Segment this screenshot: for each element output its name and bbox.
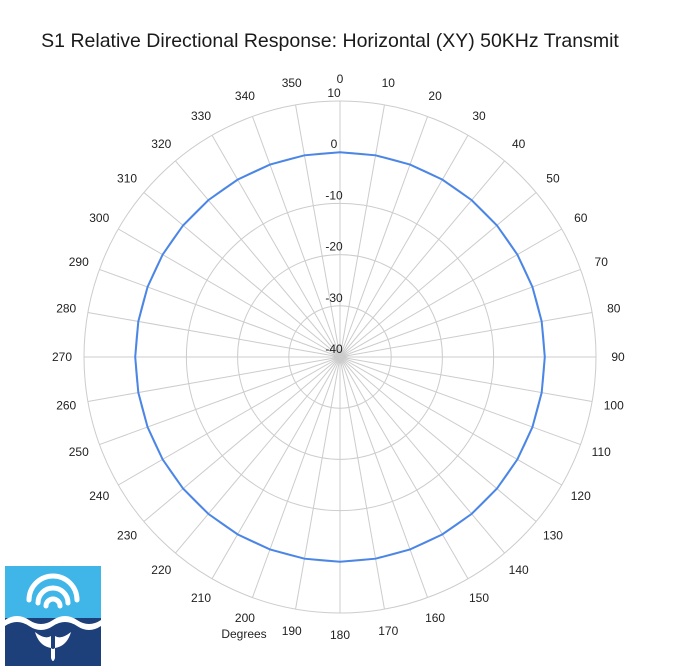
grid-spoke [339,356,505,554]
grid-spoke [295,356,341,610]
angle-tick-label: 140 [509,563,529,577]
angle-tick-label: 210 [191,591,211,605]
grid-spoke [87,356,341,402]
angle-tick-label: 300 [89,211,109,225]
angle-tick-label: 330 [191,109,211,123]
grid-spoke [175,356,341,554]
grid-spoke [339,356,385,610]
angle-tick-label: 150 [469,591,489,605]
grid-spoke [99,356,341,446]
label-layer: 0 102030405060708090100110120130140150160… [52,72,625,642]
grid-spoke [339,356,429,598]
angle-tick-label: 170 [378,624,398,638]
series-layer [134,151,546,563]
angle-tick-label: 180 [330,628,350,642]
angle-tick-label: 110 [592,445,611,459]
angle-tick-label: 120 [571,489,591,503]
angle-tick-label: 340 [235,89,255,103]
grid-spoke [339,104,385,358]
grid-spoke [118,228,341,358]
radial-tick-label: -40 [325,342,343,356]
angle-tick-label: 320 [151,137,171,151]
angle-tick-label: 80 [607,302,621,316]
angle-tick-label: 50 [546,171,560,185]
grid-spoke [339,160,505,358]
chart-title: S1 Relative Directional Response: Horizo… [41,30,619,52]
angle-tick-label: 30 [472,109,486,123]
grid-spoke [339,356,562,486]
grid-spoke [339,192,537,358]
grid-spoke [339,116,429,358]
grid-spoke [251,356,341,598]
polar-grid [83,100,597,614]
sonar-waves-icon [26,573,80,609]
grid-spoke [339,312,593,358]
grid-spoke [339,356,469,579]
grid-spoke [339,356,593,402]
angle-tick-label: 250 [69,445,89,459]
angle-tick-label: 0 [337,72,344,86]
grid-spoke [175,160,341,358]
angle-tick-label: 90 [611,350,625,364]
angle-tick-label: 100 [604,398,624,412]
grid-spoke [143,192,341,358]
grid-spoke [143,356,341,522]
grid-spoke [87,312,341,358]
angle-tick-label: 10 [382,76,396,90]
grid-spoke [99,268,341,358]
angle-tick-label: 240 [89,489,109,503]
angle-tick-label: 40 [512,137,526,151]
grid-spoke [339,268,581,358]
grid-spoke [339,228,562,358]
grid-spoke [295,104,341,358]
company-logo [5,566,101,666]
grid-spoke [211,135,341,358]
angle-tick-label: 290 [69,255,89,269]
angle-tick-label: 220 [151,563,171,577]
grid-spoke [211,356,341,579]
angle-tick-label: 190 [282,624,302,638]
radial-tick-label: 0 [331,137,338,151]
radial-tick-label: -30 [325,291,343,305]
angle-tick-label: 200 [235,611,255,625]
wave-icon [5,616,101,630]
angle-tick-label: 270 [52,350,72,364]
series-line [134,151,546,563]
angle-tick-label: 60 [574,211,588,225]
grid-spoke [339,135,469,358]
grid-spoke [339,356,537,522]
angle-tick-label: 310 [117,171,137,185]
grid-spoke [251,116,341,358]
radial-tick-label: -10 [325,188,343,202]
angle-tick-label: 20 [428,89,442,103]
grid-spoke [118,356,341,486]
angular-axis-title: Degrees [221,627,266,641]
angle-tick-label: 160 [425,611,445,625]
angle-tick-label: 130 [543,529,563,543]
grid-spoke [339,356,581,446]
radial-tick-label: 10 [327,86,341,100]
angle-tick-label: 350 [282,76,302,90]
angle-tick-label: 70 [595,255,609,269]
angle-tick-label: 280 [56,302,76,316]
radial-tick-label: -20 [325,240,343,254]
angle-tick-label: 260 [56,398,76,412]
angle-tick-label: 230 [117,529,137,543]
whale-tail-icon [35,632,71,661]
